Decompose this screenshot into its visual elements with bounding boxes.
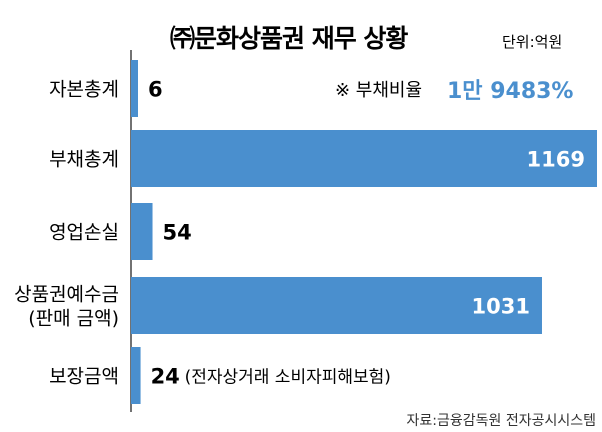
value-label-4: 24: [151, 365, 180, 389]
value-label-2: 54: [163, 221, 192, 245]
chart-title: ㈜문화상품권 재무 상황: [170, 24, 408, 53]
bars-group: 자본총계 6 부채총계 1169 영업손실 54 상품권예수금 (판매 금액) 1031 보장금액…: [14, 60, 597, 404]
bar-0: [131, 60, 138, 117]
annotation-4: (전자상거래 소비자피해보험): [185, 368, 391, 388]
category-label-4: 보장금액: [49, 366, 119, 388]
category-label-1: 부채총계: [49, 149, 119, 171]
bar-1: [131, 130, 597, 187]
unit-label: 단위:억원: [502, 33, 562, 51]
value-label-3: 1031: [472, 295, 530, 319]
value-label-0: 6: [148, 78, 163, 102]
category-label-2: 영업손실: [49, 222, 119, 244]
category-label-0: 자본총계: [49, 79, 119, 101]
bar-2: [131, 203, 153, 260]
debt-ratio-label: ※ 부채비율: [335, 80, 422, 101]
bar-4: [131, 347, 141, 404]
value-label-1: 1169: [527, 148, 585, 172]
source-note: 자료:금융감독원 전자공시시스템: [407, 413, 597, 429]
debt-ratio-value: 1만 9483%: [447, 79, 573, 104]
category-label-3: 상품권예수금 (판매 금액): [14, 284, 119, 330]
bar-3: [131, 277, 542, 334]
